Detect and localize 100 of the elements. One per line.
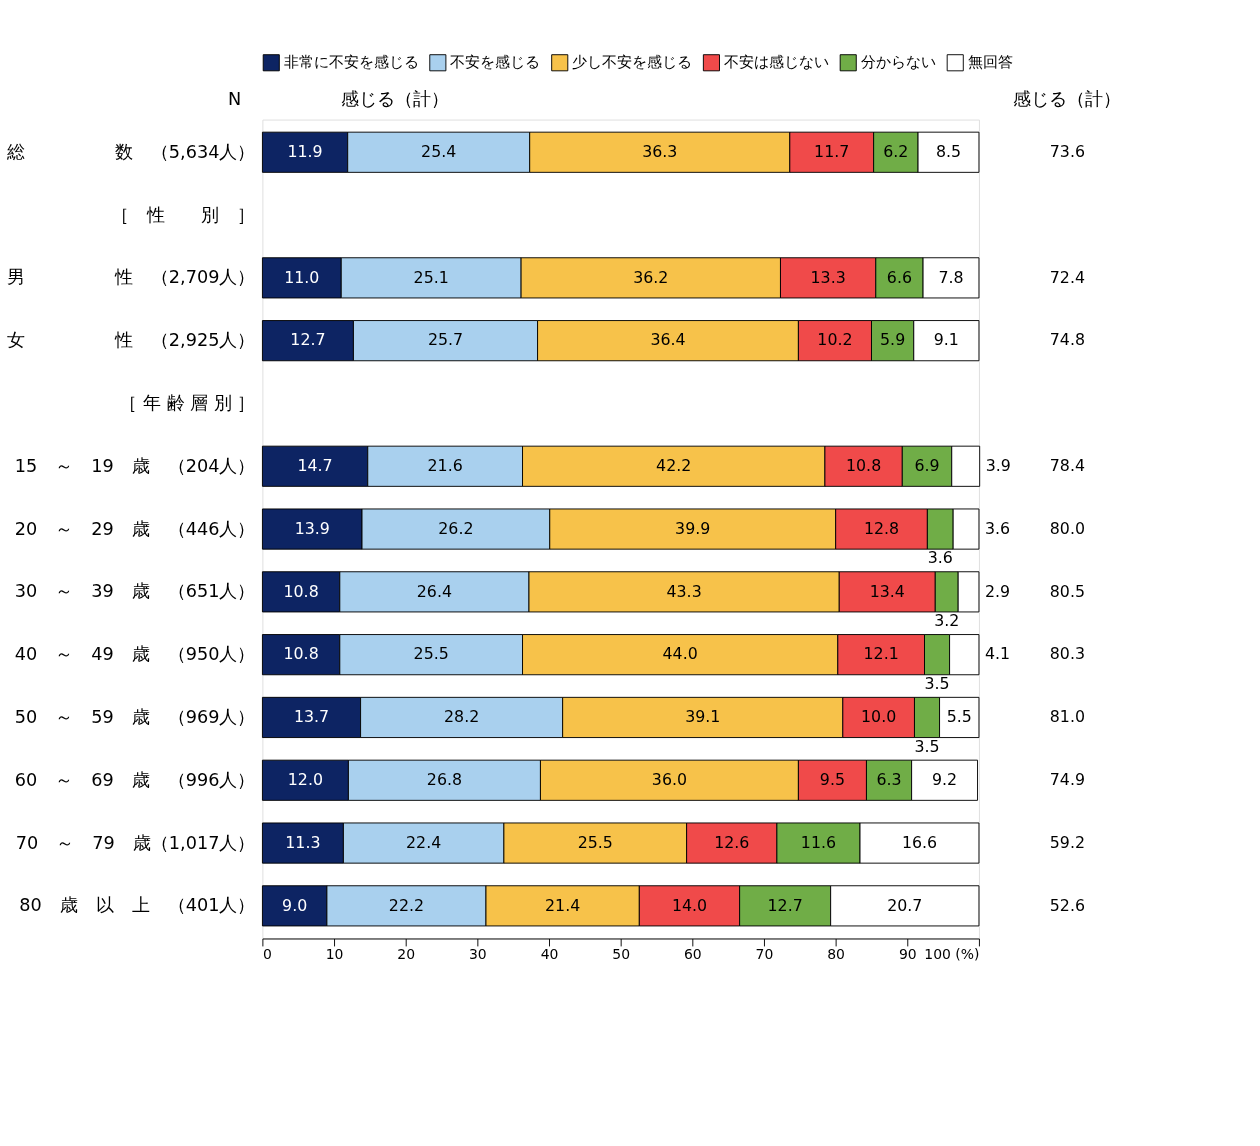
data-label: 22.4 [406,832,442,852]
text: 80.0 [1049,518,1085,538]
data-label: 14.0 [671,895,708,915]
data-label: 10.2 [817,330,853,350]
data-label: 9.5 [819,769,845,789]
data-label: 25.7 [427,330,464,350]
data-label: 2.9 [985,581,1011,601]
y-tick-label: 60 ～ 69 歳 （996人） [14,769,256,790]
legend-label: 不安を感じる [450,53,541,72]
y-tick-label: 20 ～ 29 歳 （446人） [14,518,256,539]
data-label: 3.2 [934,611,960,631]
y-tick-label: 30 ～ 39 歳 （651人） [14,581,256,602]
x-tick-label: 90 [898,946,917,963]
text: 74.8 [1049,330,1085,350]
data-label: 8.5 [935,141,962,161]
text: 52.6 [1049,895,1085,915]
data-label: 21.6 [427,455,463,475]
data-label: 9.0 [282,895,308,915]
x-tick-label: 70 [755,946,774,963]
text: 78.4 [1049,455,1085,475]
data-label: 28.2 [444,707,480,727]
data-label: 12.0 [287,769,324,789]
x-tick-label: 20 [397,946,416,963]
data-label: 3.5 [924,674,950,694]
data-label: 12.8 [863,518,900,538]
data-label: 4.1 [985,644,1011,664]
data-label: 26.4 [416,581,452,601]
text: 74.9 [1049,769,1085,789]
data-label: 25.5 [413,644,449,664]
data-label: 11.9 [287,141,323,161]
data-label: 12.1 [863,644,899,664]
data-label: 6.6 [886,267,912,287]
data-label: 12.6 [714,832,750,852]
x-tick-label: 60 [683,946,702,963]
legend-label: 少し不安を感じる [572,53,693,72]
x-tick-label: 30 [468,946,487,963]
data-label: 9.2 [932,769,958,789]
data-label: 3.5 [914,736,940,756]
data-label: 39.1 [685,707,721,727]
data-label: 3.6 [985,518,1011,538]
data-label: 12.7 [767,895,803,915]
y-tick-label: 男 性 （2,709人） [6,267,256,288]
text: 感じる（計） [340,88,449,109]
data-label: 25.5 [577,832,613,852]
y-tick-label: 50 ～ 59 歳 （969人） [14,707,256,728]
text: 72.4 [1049,267,1085,287]
data-label: 36.0 [651,769,688,789]
x-tick-label: 100 (%) [924,946,980,963]
x-tick-label: 50 [612,946,631,963]
data-label: 6.2 [883,141,909,161]
text: 感じる（計） [1013,88,1122,109]
x-tick-label: 40 [540,946,559,963]
data-label: 26.2 [438,518,474,538]
text: 80.5 [1049,581,1085,601]
data-label: 36.4 [650,330,686,350]
legend-label: 無回答 [967,53,1013,72]
data-label: 9.1 [933,330,959,350]
data-label: 12.7 [290,330,326,350]
y-tick-label: 女 性 （2,925人） [6,330,256,351]
x-tick-label: 0 [262,946,272,963]
data-label: 21.4 [545,895,581,915]
data-label: 11.3 [285,832,321,852]
y-tick-label: 70 ～ 79 歳（1,017人） [15,832,256,853]
data-label: 25.4 [421,141,457,161]
legend-label: 非常に不安を感じる [283,53,419,72]
data-label: 10.8 [283,644,319,664]
y-tick-label: 15 ～ 19 歳 （204人） [14,455,256,476]
data-label: 13.7 [293,707,330,727]
data-label: 42.2 [656,455,692,475]
data-label: 10.8 [846,455,882,475]
x-tick-label: 10 [325,946,344,963]
data-label: 36.3 [642,141,678,161]
data-label: 13.9 [294,518,330,538]
data-label: 26.8 [426,769,463,789]
data-label: 3.9 [985,455,1011,475]
data-label: 13.4 [869,581,905,601]
data-label: 5.5 [946,707,972,727]
data-label: 6.3 [876,769,902,789]
text: 80.3 [1049,644,1085,664]
data-label: 44.0 [662,644,698,664]
text: 73.6 [1049,141,1085,161]
y-tick-label: 総 数 （5,634人） [5,141,256,162]
data-label: 10.0 [861,707,897,727]
y-tick-label: 40 ～ 49 歳 （950人） [14,644,256,665]
data-label: 13.3 [810,267,846,287]
data-label: 11.7 [814,141,850,161]
data-label: 16.6 [901,832,938,852]
data-label: 11.0 [284,267,320,287]
data-label: 25.1 [413,267,449,287]
data-label: 20.7 [887,895,923,915]
data-label: 6.9 [914,455,940,475]
data-label: 22.2 [388,895,425,915]
y-tick-label: 80 歳 以 上 （401人） [19,895,256,916]
data-label: 43.3 [666,581,702,601]
data-label: 5.9 [880,330,906,350]
data-label: 3.6 [927,548,953,568]
data-label: 11.6 [800,832,837,852]
y-tick-label: ［ 性 別 ］ [111,204,256,225]
legend-label: 分からない [860,53,936,72]
text: 59.2 [1049,832,1085,852]
